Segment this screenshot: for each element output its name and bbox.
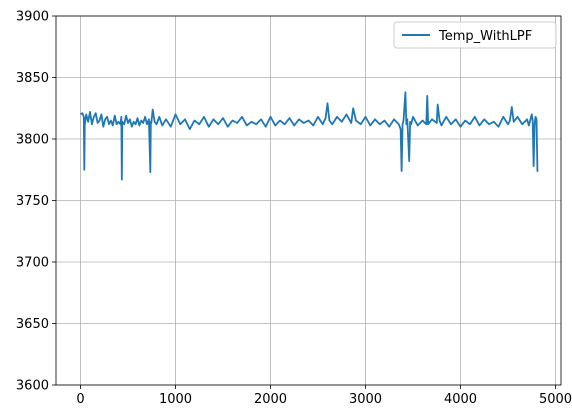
y-tick-label: 3850 — [16, 71, 49, 86]
legend: Temp_WithLPF — [393, 21, 557, 49]
y-tick-label: 3600 — [16, 379, 49, 394]
x-tick-label: 4000 — [444, 392, 477, 407]
x-tick-label: 3000 — [349, 392, 382, 407]
x-tick-label: 1000 — [159, 392, 192, 407]
legend-box — [393, 21, 557, 49]
y-tick-label: 3700 — [16, 256, 49, 271]
y-tick-label: 3650 — [16, 317, 49, 332]
series-layer — [80, 91, 539, 181]
y-tick-label: 3800 — [16, 133, 49, 148]
x-tick-label: 2000 — [254, 392, 287, 407]
tick-marks: 0 1000 2000 3000 4000 5000 3600 3650 3700 3750 380… — [16, 10, 572, 408]
y-tick-label: 3750 — [16, 194, 49, 209]
legend-label: Temp_WithLPF — [438, 29, 532, 44]
series-line-0 — [80, 91, 539, 181]
x-tick-label: 5000 — [539, 392, 572, 407]
y-tick-label: 3900 — [16, 10, 49, 25]
grid — [56, 15, 561, 386]
x-tick-label: 0 — [76, 392, 84, 407]
